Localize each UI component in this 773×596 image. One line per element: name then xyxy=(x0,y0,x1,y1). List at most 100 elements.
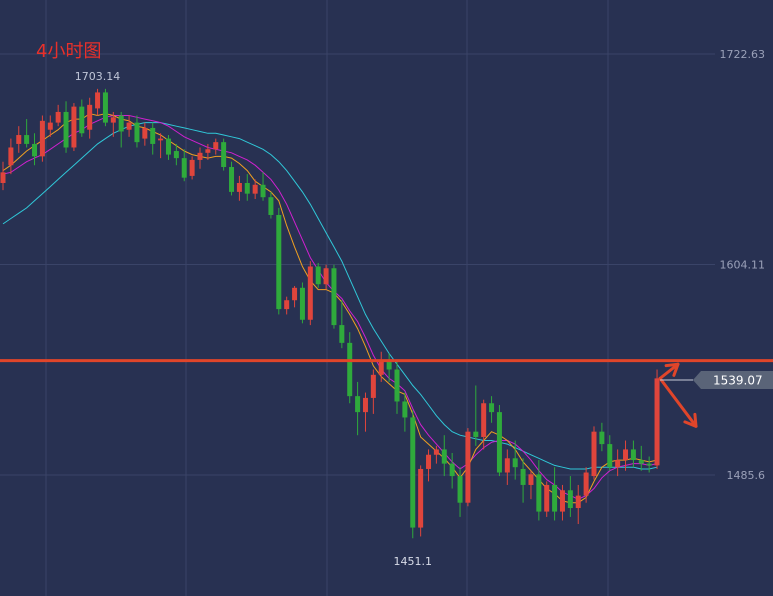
candle xyxy=(142,122,148,146)
candle-body xyxy=(623,449,629,461)
y-tick-label-3: 1485.6 xyxy=(727,469,766,482)
candle xyxy=(95,88,101,116)
candle-body xyxy=(315,266,321,285)
candle xyxy=(71,103,77,152)
candle-body xyxy=(16,135,22,144)
candle-body xyxy=(150,127,156,144)
ma-mid-line xyxy=(2,115,658,500)
candle xyxy=(260,172,266,201)
candle-body xyxy=(299,287,305,320)
candle xyxy=(16,126,22,153)
candle xyxy=(528,470,534,500)
candle xyxy=(552,467,558,521)
candle xyxy=(370,369,376,414)
candle-body xyxy=(575,495,581,509)
candle-body xyxy=(433,449,439,455)
candle-body xyxy=(457,476,463,503)
moving-average-lines xyxy=(2,113,658,504)
candle xyxy=(559,484,565,521)
candle xyxy=(323,264,329,290)
candle-body xyxy=(260,184,266,198)
candle xyxy=(394,360,400,414)
candle-body xyxy=(126,122,132,130)
candle xyxy=(268,191,274,219)
candle-body xyxy=(244,183,250,194)
candle xyxy=(229,161,235,196)
candle-body xyxy=(307,266,313,320)
candle-body xyxy=(173,151,179,159)
candle xyxy=(433,445,439,464)
candle xyxy=(457,467,463,517)
candle xyxy=(102,88,108,127)
candle-body xyxy=(197,152,203,160)
candle-body xyxy=(331,268,337,326)
candle xyxy=(213,138,219,155)
current-price-tag-bg xyxy=(693,371,773,390)
candle-body xyxy=(386,360,392,370)
candle xyxy=(284,296,290,315)
candle-body xyxy=(583,472,589,496)
candle-body xyxy=(504,458,510,473)
candle-body xyxy=(236,183,242,192)
candle xyxy=(118,111,124,148)
candle xyxy=(599,422,605,452)
candle xyxy=(0,161,6,191)
candle-body xyxy=(607,444,613,468)
candle-body xyxy=(221,142,227,168)
candle-body xyxy=(536,474,542,512)
candle-body xyxy=(567,490,573,509)
candle xyxy=(418,465,424,537)
candle-body xyxy=(441,449,447,464)
candle-body xyxy=(599,431,605,445)
candle xyxy=(331,264,337,329)
candle xyxy=(520,458,526,503)
candle xyxy=(465,428,471,507)
candle xyxy=(173,143,179,166)
candle xyxy=(473,385,479,446)
candle-body xyxy=(402,401,408,418)
candle-body xyxy=(87,104,93,130)
candle-body xyxy=(292,287,298,301)
candle xyxy=(654,369,660,469)
candle-body xyxy=(229,167,235,192)
candle-body xyxy=(252,184,258,194)
candle-body xyxy=(418,468,424,528)
candle xyxy=(591,426,597,480)
candle xyxy=(110,111,116,137)
candle-body xyxy=(465,431,471,503)
candle xyxy=(646,456,652,473)
candle xyxy=(24,119,30,148)
candle xyxy=(205,143,211,160)
candle xyxy=(362,392,368,432)
candle xyxy=(276,207,282,315)
candle xyxy=(481,399,487,450)
candle-body xyxy=(496,412,502,473)
forecast-arrow-head xyxy=(683,412,698,428)
candle-body xyxy=(347,342,353,397)
candle xyxy=(189,156,195,180)
candle xyxy=(221,138,227,171)
candle xyxy=(441,435,447,477)
candle xyxy=(489,396,495,423)
candle xyxy=(307,261,313,326)
candle xyxy=(638,445,644,471)
candle-body xyxy=(489,403,495,413)
candle xyxy=(544,481,550,517)
candle-body xyxy=(24,135,30,144)
chart-title: 4小时图 xyxy=(36,41,101,62)
candle xyxy=(47,115,53,137)
candle xyxy=(244,174,250,201)
candle-body xyxy=(654,378,660,466)
ma-slow-line xyxy=(2,122,658,470)
candle-body xyxy=(79,106,85,134)
candle-body xyxy=(323,268,329,285)
candle xyxy=(165,135,171,160)
candle-body xyxy=(615,460,621,468)
candle-body xyxy=(284,300,290,310)
candle xyxy=(607,435,613,471)
candle-body xyxy=(355,396,361,413)
forecast-arrows xyxy=(658,362,698,428)
candle-body xyxy=(630,449,636,461)
